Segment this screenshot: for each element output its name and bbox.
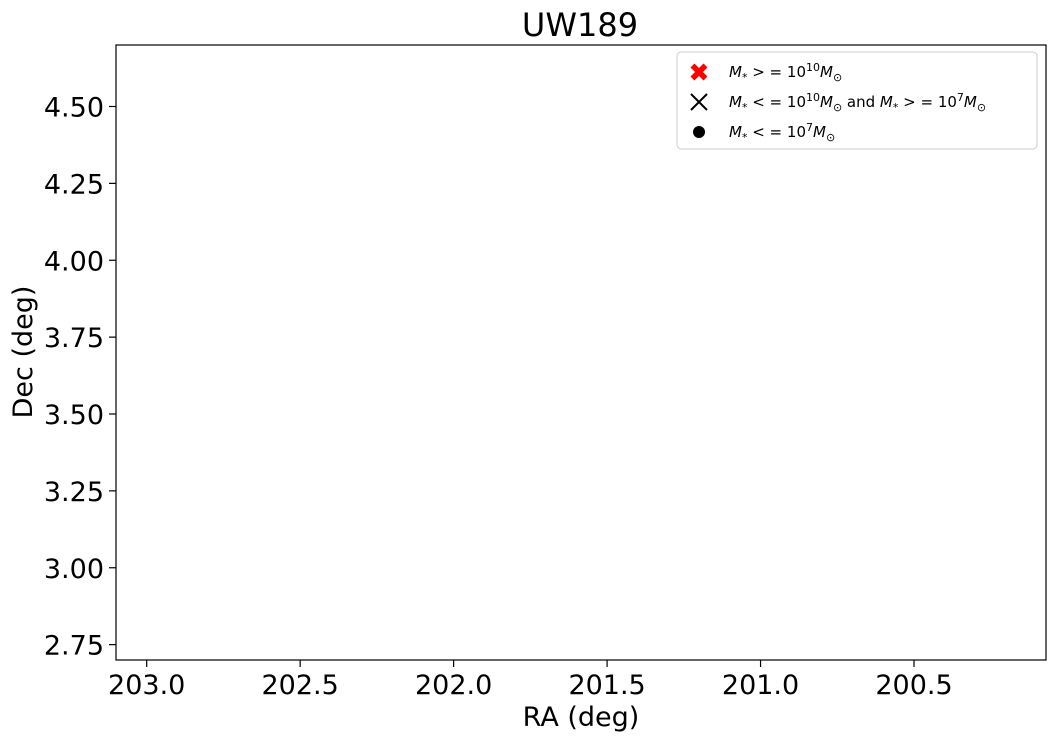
x-tick-label: 202.0: [415, 670, 492, 701]
y-tick-label: 3.75: [44, 323, 104, 354]
legend-label: M* < = 107M⊙: [729, 121, 835, 144]
x-axis-ticks: 203.0 202.5 202.0 201.5 201.0 200.5: [108, 660, 953, 701]
y-tick-label: 4.25: [44, 169, 104, 200]
legend-label: M* < = 1010M⊙ and M* > = 107M⊙: [729, 91, 986, 114]
x-tick-label: 202.5: [262, 670, 339, 701]
chart-title: UW189: [522, 6, 638, 44]
plot-area: [115, 44, 1047, 661]
x-axis-label: RA (deg): [523, 702, 640, 733]
x-tick-label: 203.0: [108, 670, 185, 701]
y-tick-label: 4.50: [44, 93, 104, 124]
axes-frame: [115, 44, 1047, 661]
y-tick-label: 2.75: [44, 631, 104, 662]
legend-marker: [690, 93, 708, 111]
legend-label: M* > = 1010M⊙: [729, 61, 842, 84]
y-tick-label: 3.50: [44, 400, 104, 431]
legend: M* > = 1010M⊙ M* < = 1010M⊙ and M* > = 10…: [676, 51, 1038, 150]
y-tick-label: 3.25: [44, 477, 104, 508]
y-axis-ticks: 2.75 3.00 3.25 3.50 3.75 4.00 4.25 4.50: [44, 93, 116, 662]
x-tick-label: 201.0: [722, 670, 799, 701]
y-tick-label: 3.00: [44, 554, 104, 585]
legend-marker: [693, 126, 705, 138]
x-tick-label: 201.5: [568, 670, 645, 701]
x-tick-label: 200.5: [875, 670, 952, 701]
legend-box: [676, 51, 1038, 150]
legend-marker: [690, 63, 708, 81]
y-axis-label: Dec (deg): [8, 286, 39, 419]
y-tick-label: 4.00: [44, 246, 104, 277]
